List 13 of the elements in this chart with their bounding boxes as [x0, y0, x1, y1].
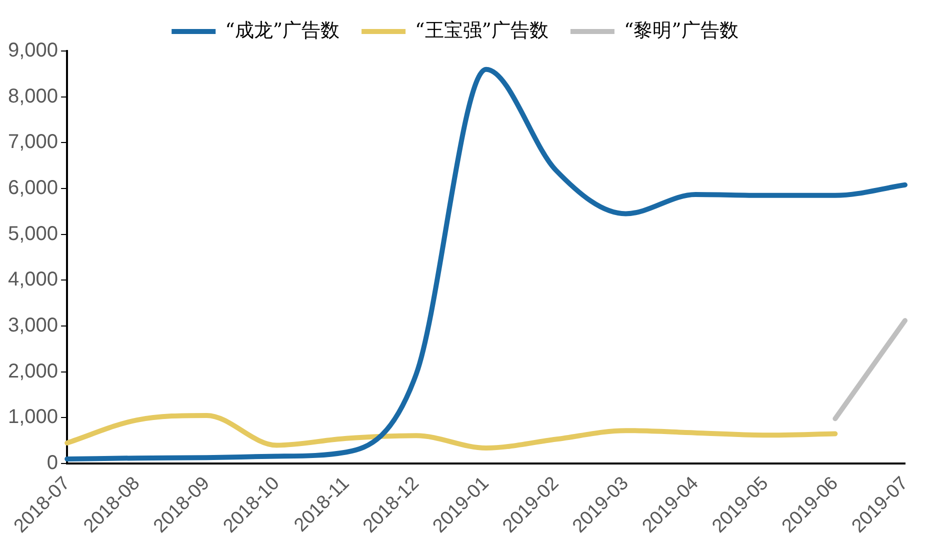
y-tick-label: 9,000 — [8, 40, 58, 62]
y-tick-label: 1,000 — [8, 406, 58, 428]
y-tick-label: 6,000 — [8, 177, 58, 200]
y-tick-label: 7,000 — [8, 131, 58, 154]
y-tick-label: 5,000 — [8, 222, 58, 245]
y-tick-label: 4,000 — [8, 268, 58, 291]
y-tick-label: 3,000 — [8, 314, 58, 337]
legend-label: “黎明”广告数 — [624, 19, 738, 42]
legend-label: “王宝强”广告数 — [415, 19, 548, 42]
y-tick-label: 8,000 — [8, 85, 58, 108]
y-tick-label: 2,000 — [8, 360, 58, 382]
legend-label: “成龙”广告数 — [225, 19, 340, 42]
y-tick-label: 0 — [46, 452, 58, 474]
